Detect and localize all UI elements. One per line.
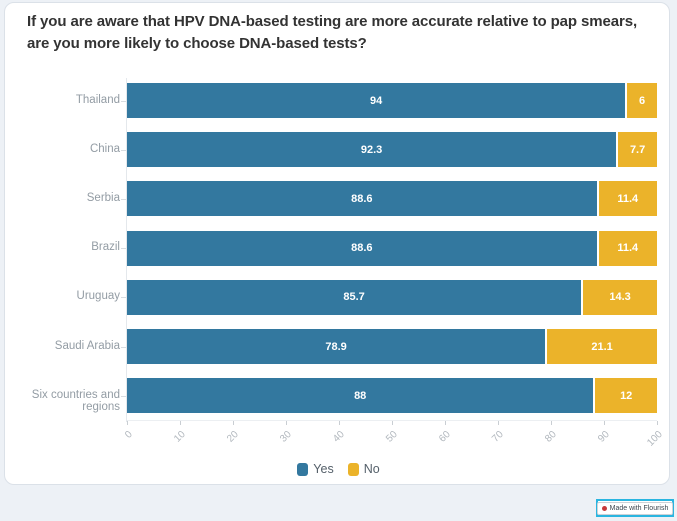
category-tick <box>121 248 126 250</box>
bar-row: 88.6 11.4 <box>127 181 657 217</box>
bar-value-label: 7.7 <box>629 143 646 156</box>
category-label: China <box>89 142 120 155</box>
bar-row: 94 6 <box>127 83 657 118</box>
x-axis-tickmark <box>126 421 128 425</box>
x-axis-tickmark <box>444 421 446 425</box>
bar-segment-yes[interactable]: 85.7 <box>127 279 582 315</box>
category-label: Brazil <box>91 241 120 254</box>
bar-segment-yes[interactable]: 88.6 <box>127 181 597 217</box>
bar-segment-no[interactable]: 21.1 <box>545 329 657 364</box>
x-axis-tickmark <box>603 421 605 425</box>
chart-title: If you are aware that HPV DNA-based test… <box>27 13 638 52</box>
category-tick <box>121 346 126 348</box>
x-axis-tickmark <box>391 421 393 425</box>
bar-value-label: 11.4 <box>617 192 639 205</box>
bar-value-label: 88.6 <box>351 192 373 205</box>
x-axis-tickmark <box>497 421 499 425</box>
bar-value-label: 85.7 <box>343 291 365 304</box>
bar-segment-no[interactable]: 6 <box>625 83 657 118</box>
chart-legend: Yes No <box>0 462 677 476</box>
bar-segment-yes[interactable]: 88 <box>127 378 594 414</box>
category-label: Uruguay <box>76 290 120 303</box>
bar-value-label: 78.9 <box>325 340 347 353</box>
bar-segment-no[interactable]: 12 <box>593 378 657 414</box>
bar-segment-no[interactable]: 11.4 <box>596 181 657 217</box>
bar-value-label: 14.3 <box>609 291 631 304</box>
bar-value-label: 12 <box>620 389 633 402</box>
bar-value-label: 88.6 <box>351 242 373 255</box>
bar-segment-yes[interactable]: 92.3 <box>127 132 617 168</box>
category-label: Saudi Arabia <box>54 339 120 352</box>
bar-value-label: 21.1 <box>591 340 613 353</box>
x-axis-line <box>127 420 657 421</box>
flourish-logo-icon <box>601 505 607 511</box>
bar-row: 78.9 21.1 <box>127 329 657 364</box>
bar-row: 85.7 14.3 <box>127 279 657 315</box>
category-tick <box>121 149 126 151</box>
no-color-swatch <box>347 462 359 476</box>
bar-value-label: 11.4 <box>617 242 639 255</box>
bar-value-label: 94 <box>369 94 383 107</box>
legend-item-yes[interactable]: Yes <box>297 462 334 476</box>
category-tick <box>121 198 126 200</box>
x-axis-tickmark <box>338 421 340 425</box>
category-tick <box>121 100 126 102</box>
x-axis-tickmark <box>550 421 552 425</box>
bar-segment-no[interactable]: 11.4 <box>596 230 657 266</box>
bar-segment-yes[interactable]: 88.6 <box>127 230 597 266</box>
x-axis-tickmark <box>179 421 181 425</box>
legend-item-no[interactable]: No <box>347 462 380 476</box>
flourish-badge-link[interactable]: Made with Flourish <box>596 501 674 515</box>
bar-value-label: 88 <box>354 389 367 402</box>
flourish-badge-label: Made with Flourish <box>609 504 669 512</box>
category-label: Thailand <box>75 93 120 106</box>
y-axis-line <box>126 78 127 422</box>
legend-label-yes: Yes <box>313 462 334 476</box>
category-label: Six countries and regions <box>31 388 120 413</box>
x-axis-tickmark <box>232 421 234 425</box>
bar-segment-yes[interactable]: 78.9 <box>127 329 546 364</box>
bar-segment-no[interactable]: 14.3 <box>581 279 657 315</box>
x-axis-tickmark <box>656 421 658 425</box>
bar-value-label: 92.3 <box>360 143 383 156</box>
category-label: Serbia <box>86 191 120 204</box>
legend-label-no: No <box>363 462 380 476</box>
bar-segment-no[interactable]: 7.7 <box>616 132 657 168</box>
bar-segment-yes[interactable]: 94 <box>127 83 626 118</box>
bar-value-label: 6 <box>639 94 646 107</box>
bar-row: 92.3 7.7 <box>127 132 657 168</box>
bar-row: 88 12 <box>127 378 657 414</box>
yes-color-swatch <box>297 462 309 476</box>
category-tick <box>121 297 126 299</box>
bar-row: 88.6 11.4 <box>127 230 657 266</box>
flourish-badge-highlight: Made with Flourish <box>596 499 674 517</box>
x-axis-tickmark <box>285 421 287 425</box>
category-tick <box>121 395 126 397</box>
